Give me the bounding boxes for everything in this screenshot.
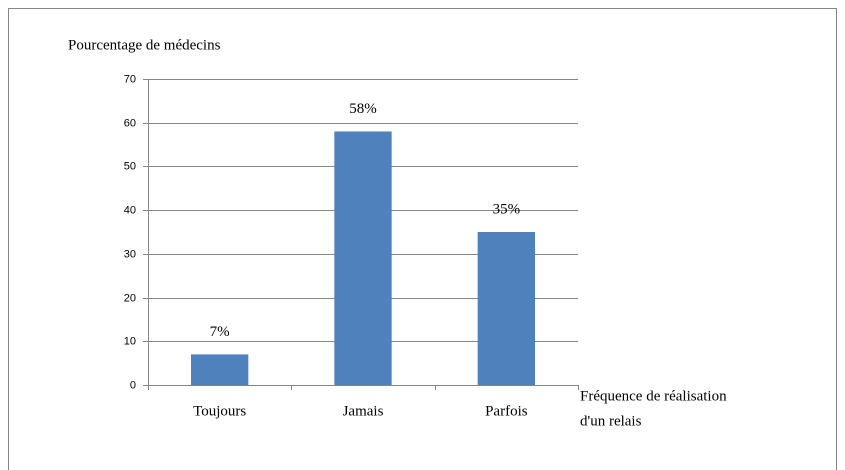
bar (477, 232, 535, 385)
chart-border (8, 8, 837, 470)
x-axis-label: d'un relais (580, 413, 642, 429)
y-tick-label: 0 (130, 379, 136, 391)
x-tick-label: Toujours (193, 403, 246, 419)
y-tick-label: 30 (124, 248, 136, 260)
x-tick-label: Jamais (343, 403, 384, 419)
y-tick-label: 60 (124, 117, 136, 129)
y-tick-label: 10 (124, 335, 136, 347)
y-tick-label: 40 (124, 204, 136, 216)
bar (334, 131, 392, 385)
y-tick-label: 50 (124, 160, 136, 172)
data-label: 35% (493, 201, 521, 217)
bar (191, 354, 249, 385)
y-axis-label: Pourcentage de médecins (68, 37, 221, 53)
data-label: 7% (210, 324, 230, 340)
data-label: 58% (349, 101, 377, 117)
x-tick-label: Parfois (485, 403, 528, 419)
y-tick-label: 70 (124, 73, 136, 85)
x-axis-label: Fréquence de réalisation (580, 388, 727, 404)
y-tick-label: 20 (124, 292, 136, 304)
